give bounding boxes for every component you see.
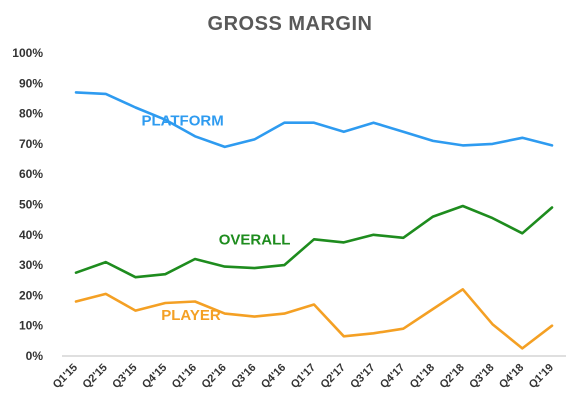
y-tick-label: 90% xyxy=(19,76,43,90)
series-label-platform: PLATFORM xyxy=(142,113,224,130)
y-tick-label: 10% xyxy=(19,319,43,333)
y-tick-label: 50% xyxy=(19,198,43,212)
x-tick-label: Q2'15 xyxy=(81,362,110,391)
series-group xyxy=(74,91,554,350)
y-tick-label: 40% xyxy=(19,228,43,242)
x-tick-label: Q1'16 xyxy=(170,362,199,391)
y-axis: 0% 10% 20% 30% 40% 50% 60% 70% 80% 90% 100% xyxy=(12,46,43,363)
y-tick-label: 60% xyxy=(19,167,43,181)
chart-title: GROSS MARGIN xyxy=(208,13,373,35)
series-label-overall: OVERALL xyxy=(219,232,291,249)
series-label-player: PLAYER xyxy=(161,307,221,324)
x-tick-label: Q1'17 xyxy=(289,362,318,391)
x-tick-label: Q4'17 xyxy=(378,362,407,391)
series-line-overall xyxy=(74,204,554,279)
x-tick-label: Q3'15 xyxy=(110,362,139,391)
series-labels: PLATFORM OVERALL PLAYER xyxy=(142,113,291,324)
x-tick-label: Q4'18 xyxy=(497,362,526,391)
x-tick-label: Q2'17 xyxy=(319,362,348,391)
x-tick-label: Q3'18 xyxy=(467,362,496,391)
x-tick-label: Q2'18 xyxy=(438,362,467,391)
x-tick-label: Q2'16 xyxy=(200,362,229,391)
x-tick-label: Q1'15 xyxy=(51,362,80,391)
y-tick-label: 30% xyxy=(19,258,43,272)
x-axis: Q1'15 Q2'15 Q3'15 Q4'15 Q1'16 Q2'16 Q3'16 Q4'16… xyxy=(51,355,566,391)
y-tick-label: 80% xyxy=(19,107,43,121)
x-tick-label: Q4'15 xyxy=(140,362,169,391)
x-tick-label: Q4'16 xyxy=(259,362,288,391)
x-tick-label: Q3'17 xyxy=(348,362,377,391)
x-tick-label: Q1'18 xyxy=(408,362,437,391)
series-line-player xyxy=(74,287,554,350)
y-tick-label: 20% xyxy=(19,288,43,302)
x-tick-label: Q3'16 xyxy=(229,362,258,391)
y-tick-label: 0% xyxy=(26,349,44,363)
y-tick-label: 100% xyxy=(12,46,43,60)
series-line-platform xyxy=(74,91,554,149)
x-tick-label: Q1'19 xyxy=(527,362,556,391)
y-tick-label: 70% xyxy=(19,137,43,151)
